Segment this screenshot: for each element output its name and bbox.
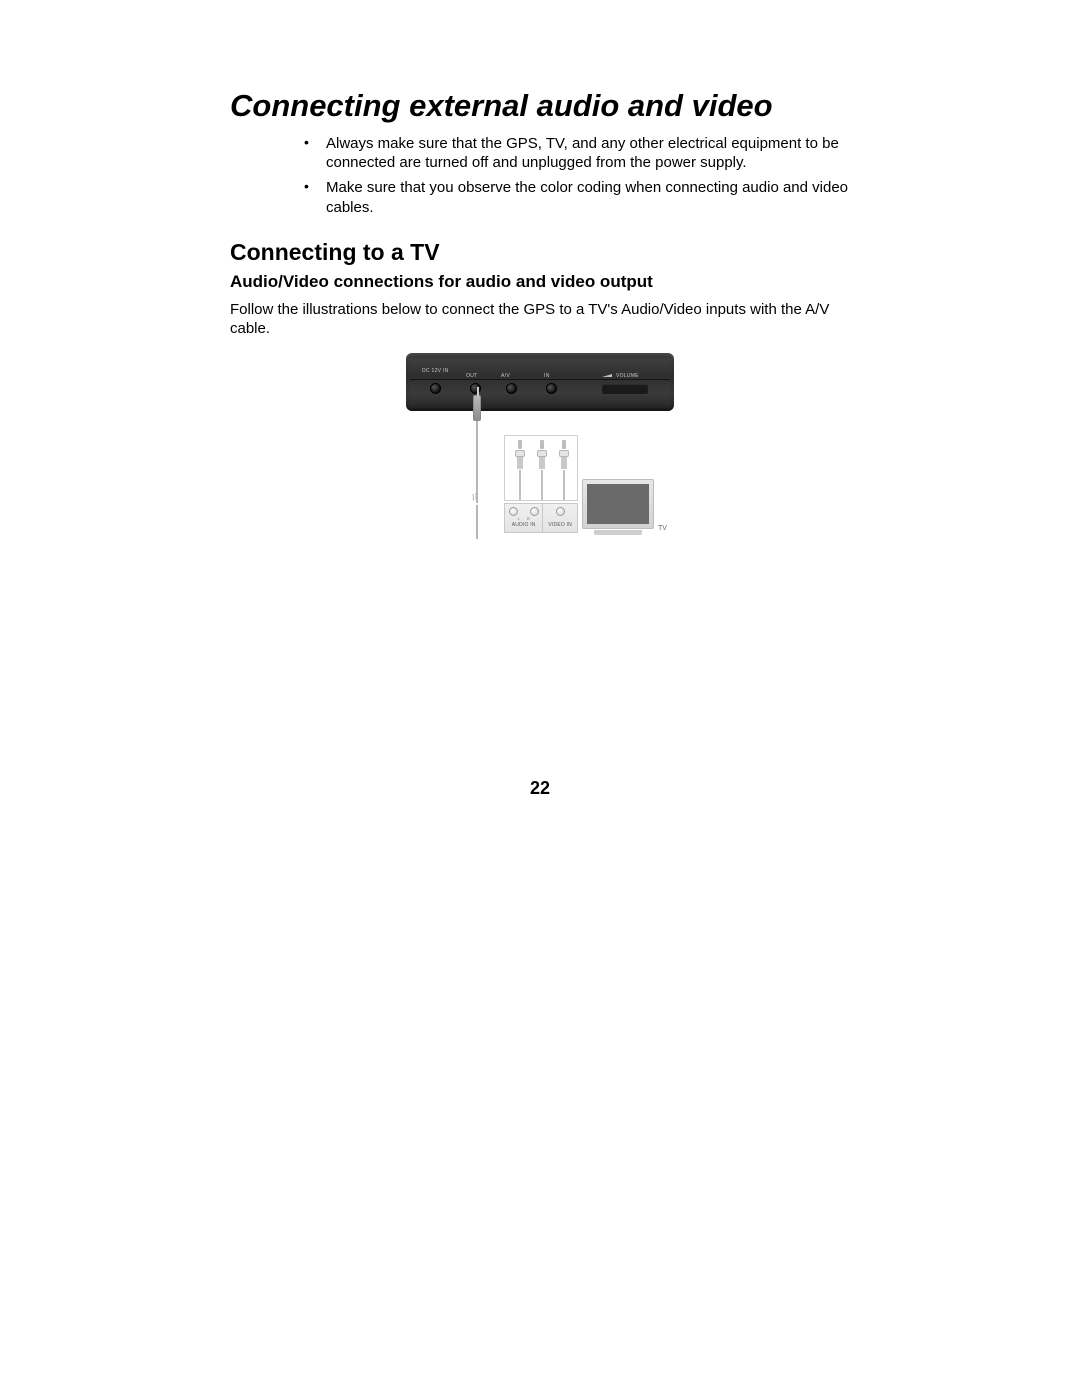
device-port-label: A/V	[501, 373, 510, 379]
rca-connector-icon	[515, 440, 525, 470]
in-jack-icon	[546, 383, 557, 394]
volume-triangle-icon	[602, 374, 612, 377]
device-port-label: VOLUME	[616, 373, 639, 379]
connection-diagram: DC 12V IN OUT A/V IN VOLUME ≈	[230, 353, 850, 411]
video-in-label: VIDEO IN	[543, 522, 577, 528]
av-cable-line	[476, 421, 478, 503]
device-port-label: OUT	[466, 373, 477, 379]
bullet-item: Make sure that you observe the color cod…	[298, 178, 850, 216]
gps-device-illustration: DC 12V IN OUT A/V IN VOLUME	[406, 353, 674, 411]
subsection-heading: Audio/Video connections for audio and vi…	[230, 272, 850, 292]
audio-in-section: L R AUDIO IN	[505, 504, 543, 532]
tv-illustration	[582, 479, 654, 535]
instruction-text: Follow the illustrations below to connec…	[230, 300, 850, 339]
tv-base	[594, 530, 642, 535]
audio-in-label: AUDIO IN	[505, 522, 542, 528]
rca-wire-line	[541, 470, 543, 500]
volume-slider-icon	[602, 384, 648, 394]
av-out-jack-icon	[470, 383, 481, 394]
audio-lr-labels: L R	[505, 516, 542, 521]
av-cable-line	[476, 505, 478, 539]
device-port-label: DC 12V IN	[422, 368, 449, 374]
dc-jack-icon	[430, 383, 441, 394]
page-number: 22	[0, 778, 1080, 799]
section-heading: Connecting to a TV	[230, 239, 850, 266]
av-jack-icon	[506, 383, 517, 394]
rca-wire-line	[563, 470, 565, 500]
rca-split-box	[504, 435, 578, 501]
tv-screen	[587, 484, 649, 524]
rca-connector-icon	[559, 440, 569, 470]
tv-frame	[582, 479, 654, 529]
video-port-icon	[556, 507, 565, 516]
warning-bullet-list: Always make sure that the GPS, TV, and a…	[230, 134, 850, 217]
rca-wire-line	[519, 470, 521, 500]
device-port-label: IN	[544, 373, 550, 379]
rca-connector-icon	[537, 440, 547, 470]
page-title: Connecting external audio and video	[230, 88, 850, 124]
av-plug-icon	[473, 395, 481, 421]
tv-input-panel: L R AUDIO IN VIDEO IN	[504, 503, 578, 533]
audio-port-icon	[509, 507, 518, 516]
bullet-item: Always make sure that the GPS, TV, and a…	[298, 134, 850, 172]
manual-page: Connecting external audio and video Alwa…	[0, 0, 1080, 411]
video-in-section: VIDEO IN	[543, 504, 577, 532]
audio-port-icon	[530, 507, 539, 516]
tv-caption: TV	[658, 525, 667, 532]
